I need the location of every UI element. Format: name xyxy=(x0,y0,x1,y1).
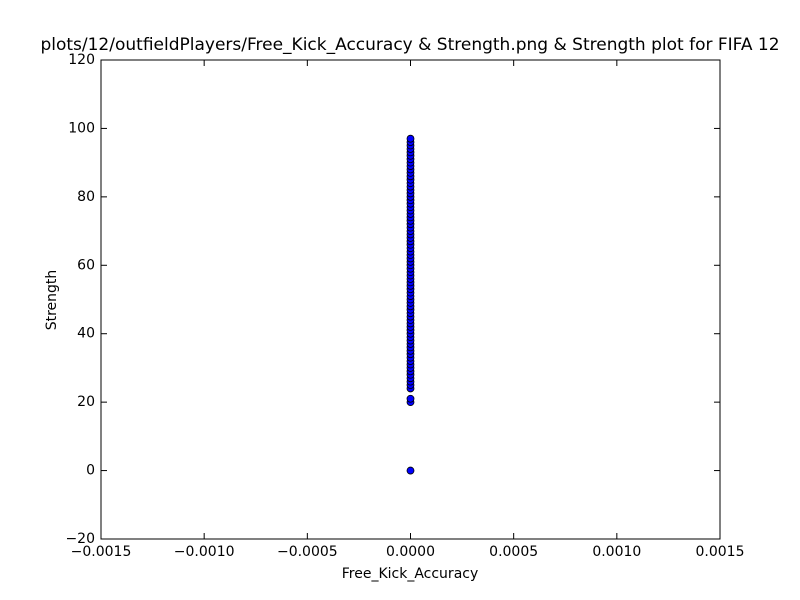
x-axis-label: Free_Kick_Accuracy xyxy=(342,566,479,582)
y-tick-label: 80 xyxy=(77,189,95,205)
x-tick-label: −0.0010 xyxy=(174,544,235,560)
chart-title: plots/12/outfieldPlayers/Free_Kick_Accur… xyxy=(40,35,779,55)
y-tick-label: 20 xyxy=(77,394,95,410)
x-tick-label: 0.0015 xyxy=(696,544,745,560)
x-tick-label: 0.0005 xyxy=(489,544,538,560)
scatter-point xyxy=(406,134,415,143)
y-tick-label: 100 xyxy=(68,120,95,136)
x-tick-label: −0.0005 xyxy=(277,544,338,560)
scatter-point xyxy=(406,394,415,403)
x-tick-label: −0.0015 xyxy=(71,544,132,560)
y-tick-label: 40 xyxy=(77,326,95,342)
y-tick-label: 0 xyxy=(86,463,95,479)
scatter-point xyxy=(406,466,415,475)
x-tick-label: 0.0010 xyxy=(592,544,641,560)
y-axis-label: Strength xyxy=(44,270,60,331)
x-tick-label: 0.0000 xyxy=(386,544,435,560)
y-tick-label: 60 xyxy=(77,257,95,273)
y-tick-label: −20 xyxy=(65,531,95,547)
y-tick-label: 120 xyxy=(68,52,95,68)
